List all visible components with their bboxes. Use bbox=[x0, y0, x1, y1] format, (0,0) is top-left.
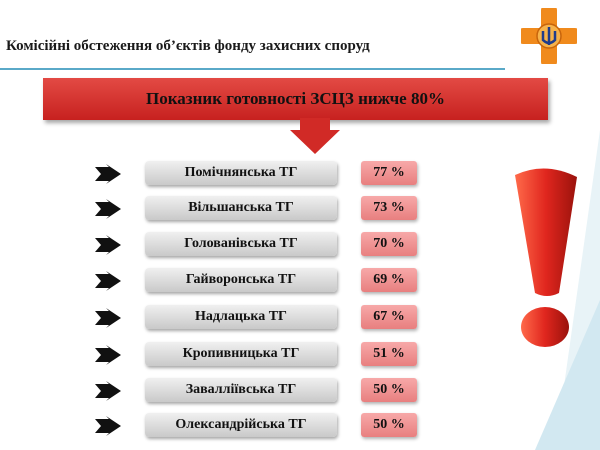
black-arrow-icon bbox=[95, 416, 121, 436]
community-name: Завалліївська ТГ bbox=[145, 378, 337, 402]
black-arrow-icon bbox=[95, 381, 121, 401]
readiness-percent: 51 % bbox=[361, 342, 417, 366]
decorative-corner-shapes bbox=[535, 130, 600, 450]
community-name: Гайворонська ТГ bbox=[145, 268, 337, 292]
community-name: Помічнянська ТГ bbox=[145, 161, 337, 185]
readiness-percent: 73 % bbox=[361, 196, 417, 220]
exclamation-mark-icon bbox=[515, 168, 577, 347]
down-arrow-icon bbox=[290, 118, 340, 154]
black-arrow-icon bbox=[95, 271, 121, 291]
readiness-percent: 77 % bbox=[361, 161, 417, 185]
list-item: Гайворонська ТГ 69 % bbox=[0, 266, 600, 296]
list-item: Кропивницька ТГ 51 % bbox=[0, 340, 600, 370]
readiness-percent: 69 % bbox=[361, 268, 417, 292]
black-arrow-icon bbox=[95, 308, 121, 328]
readiness-percent: 50 % bbox=[361, 413, 417, 437]
banner-text: Показник готовності ЗСЦЗ нижче 80% bbox=[146, 89, 445, 108]
readiness-percent: 67 % bbox=[361, 305, 417, 329]
page-title: Комісійні обстеження об’єктів фонду захи… bbox=[6, 38, 370, 54]
community-name: Кропивницька ТГ bbox=[145, 342, 337, 366]
header-divider bbox=[0, 68, 505, 70]
black-arrow-icon bbox=[95, 199, 121, 219]
threshold-banner: Показник готовності ЗСЦЗ нижче 80% bbox=[43, 78, 548, 120]
list-item: Помічнянська ТГ 77 % bbox=[0, 159, 600, 189]
readiness-percent: 70 % bbox=[361, 232, 417, 256]
community-name: Голованівська ТГ bbox=[145, 232, 337, 256]
list-item: Надлацька ТГ 67 % bbox=[0, 303, 600, 333]
black-arrow-icon bbox=[95, 345, 121, 365]
community-name: Олександрійська ТГ bbox=[145, 413, 337, 437]
readiness-percent: 50 % bbox=[361, 378, 417, 402]
community-name: Надлацька ТГ bbox=[145, 305, 337, 329]
list-item: Голованівська ТГ 70 % bbox=[0, 230, 600, 260]
community-name: Вільшанська ТГ bbox=[145, 196, 337, 220]
black-arrow-icon bbox=[95, 235, 121, 255]
emergency-service-emblem-icon bbox=[521, 8, 577, 64]
list-item: Завалліївська ТГ 50 % bbox=[0, 376, 600, 406]
list-item: Олександрійська ТГ 50 % bbox=[0, 411, 600, 441]
black-arrow-icon bbox=[95, 164, 121, 184]
list-item: Вільшанська ТГ 73 % bbox=[0, 194, 600, 224]
